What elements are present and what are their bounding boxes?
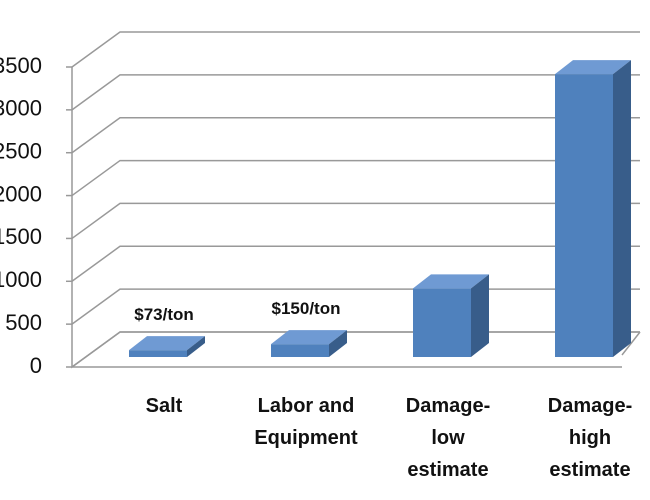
grid-line <box>71 159 640 197</box>
bar-side <box>187 336 205 357</box>
x-tick-label: Labor and Equipment <box>254 395 358 449</box>
bar-top <box>129 336 205 351</box>
annotation: $150/ton <box>272 299 341 318</box>
bar-side <box>471 274 489 357</box>
bar-side <box>329 330 347 357</box>
grid-line <box>71 202 640 240</box>
y-tick-label: 3000 <box>0 96 42 121</box>
y-tick-label: 2000 <box>0 181 42 206</box>
annotation: $73/ton <box>134 305 194 324</box>
bar <box>271 344 329 357</box>
floor-edge-right <box>621 331 641 356</box>
bar-top <box>271 330 347 345</box>
x-tick-label: Salt <box>146 395 183 417</box>
bar <box>129 350 187 357</box>
grid-line <box>71 31 640 68</box>
x-tick-label: Damage-low estimate <box>406 395 490 481</box>
grid-line <box>71 245 640 282</box>
bar <box>413 288 471 357</box>
bar-top <box>413 274 489 289</box>
y-tick-label: 1000 <box>0 267 42 292</box>
bar-side <box>613 60 631 358</box>
grid-line <box>71 74 640 111</box>
y-tick-label: 1500 <box>0 224 42 249</box>
x-tick-label: Damage-high estimate <box>548 395 632 481</box>
y-tick-label: 500 <box>5 310 42 335</box>
y-tick-label: 0 <box>30 353 42 378</box>
y-tick-label: 2500 <box>0 139 42 164</box>
bar <box>555 74 613 358</box>
y-tick-label: 3500 <box>0 53 42 78</box>
grid-line <box>71 116 640 154</box>
bar-top <box>555 60 631 75</box>
